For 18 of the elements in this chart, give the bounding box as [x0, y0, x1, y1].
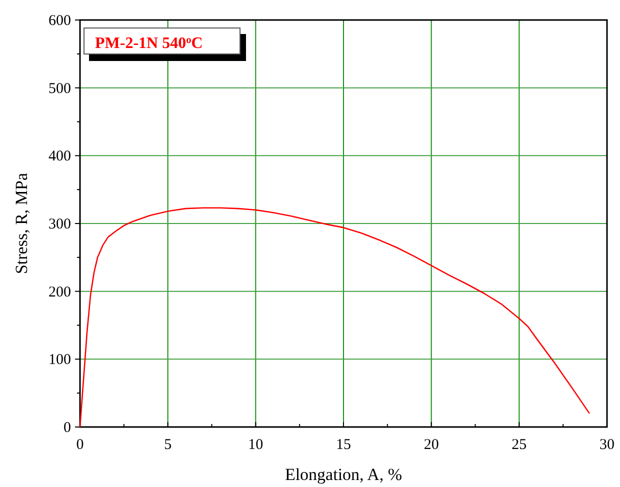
- y-tick-label: 500: [48, 80, 71, 97]
- y-tick-label: 300: [48, 216, 71, 232]
- y-axis-title: Stress, R, MPa: [12, 172, 31, 274]
- x-tick-label: 15: [336, 437, 351, 453]
- y-tick-label: 0: [64, 420, 71, 436]
- x-tick-label: 5: [164, 437, 172, 453]
- x-tick-label: 20: [424, 437, 439, 453]
- x-tick-label: 0: [76, 437, 84, 453]
- x-tick-label: 30: [600, 437, 614, 453]
- y-tick-label: 600: [48, 13, 71, 29]
- x-tick-label: 10: [248, 437, 264, 453]
- annotation: PM-2-1N 540$^{o}$C: [95, 34, 203, 52]
- line-series: [79, 207, 590, 428]
- y-tick-label: 400: [48, 148, 71, 165]
- x-tick-label: 25: [512, 437, 527, 453]
- y-tick-label: 200: [48, 284, 71, 300]
- x-axis-title: Elongation, A, %: [284, 465, 402, 484]
- y-tick-label: 100: [48, 352, 71, 368]
